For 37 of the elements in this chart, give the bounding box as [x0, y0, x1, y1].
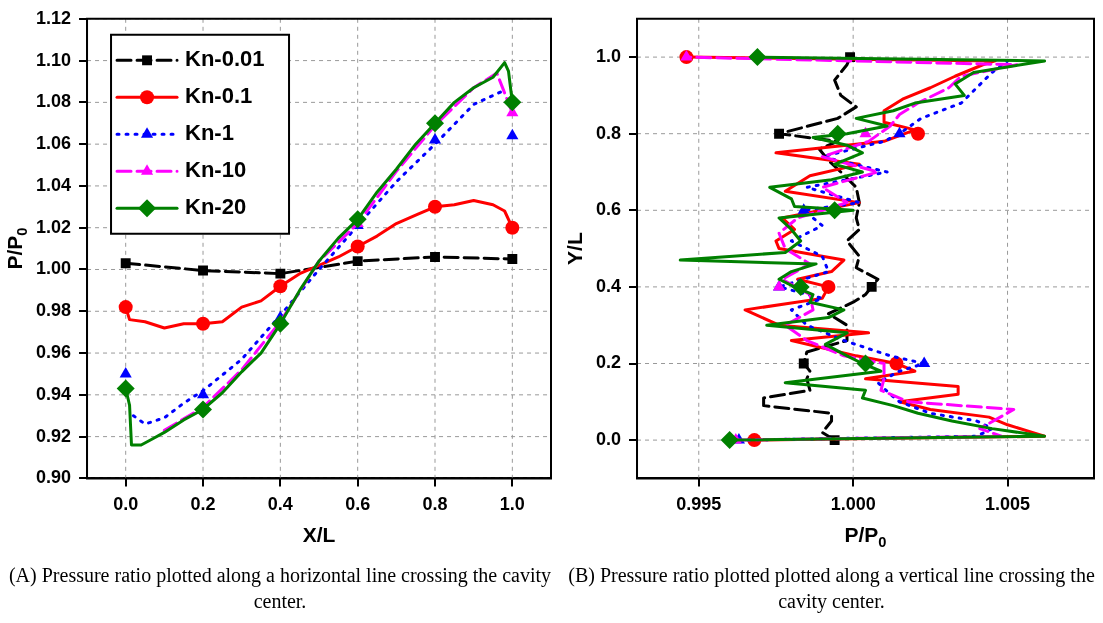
legend-label: Kn-0.1 [185, 83, 253, 109]
legend-label: Kn-1 [185, 120, 234, 146]
text: (B) Pressure ratio plotted plotted along a vertical line crossing the cavity center. [567, 563, 1096, 614]
text: (A) Pressure ratio plotted along a horizontal line crossing the cavity center. [7, 563, 553, 614]
y-tick-label: 1.00 [35, 258, 72, 279]
y-axis-title: P/P0 [2, 227, 31, 270]
y-tick-label: 1.04 [35, 174, 72, 195]
y-tick-label: 1.06 [35, 133, 72, 154]
y-tick-label: 0.0 [595, 429, 622, 450]
x-tick-label: 1.000 [830, 494, 876, 515]
y-tick-label: 0.96 [35, 342, 72, 363]
x-tick-label: 1.005 [985, 494, 1031, 515]
y-tick-label: 1.12 [35, 7, 72, 28]
y-tick-label: 0.92 [35, 425, 72, 446]
legend-label: Kn-0.01 [185, 46, 265, 72]
y-tick-label: 1.10 [35, 49, 72, 70]
x-tick-label: 1.0 [499, 494, 525, 515]
y-tick-label: 1.02 [35, 216, 72, 237]
x-tick-label: 0.8 [422, 494, 448, 515]
y-tick-label: 0.2 [595, 352, 622, 373]
x-tick-label: 0.0 [113, 494, 139, 515]
x-tick-label: 0.995 [676, 494, 722, 515]
y-tick-label: 0.8 [595, 122, 622, 143]
y-tick-label: 0.4 [595, 275, 622, 296]
y-tick-label: 0.90 [35, 467, 72, 488]
x-tick-label: 0.4 [267, 494, 293, 515]
legend-label: Kn-20 [185, 194, 247, 220]
y-tick-label: 0.94 [35, 383, 72, 404]
legend-label: Kn-10 [185, 157, 247, 183]
x-tick-label: 0.6 [345, 494, 371, 515]
x-axis-title: X/L [302, 522, 336, 546]
y-tick-label: 1.08 [35, 91, 72, 112]
y-axis-title: Y/L [562, 232, 586, 265]
x-tick-label: 0.2 [190, 494, 216, 515]
y-tick-label: 1.0 [595, 46, 622, 67]
y-tick-label: 0.98 [35, 300, 72, 321]
y-tick-label: 0.6 [595, 199, 622, 220]
